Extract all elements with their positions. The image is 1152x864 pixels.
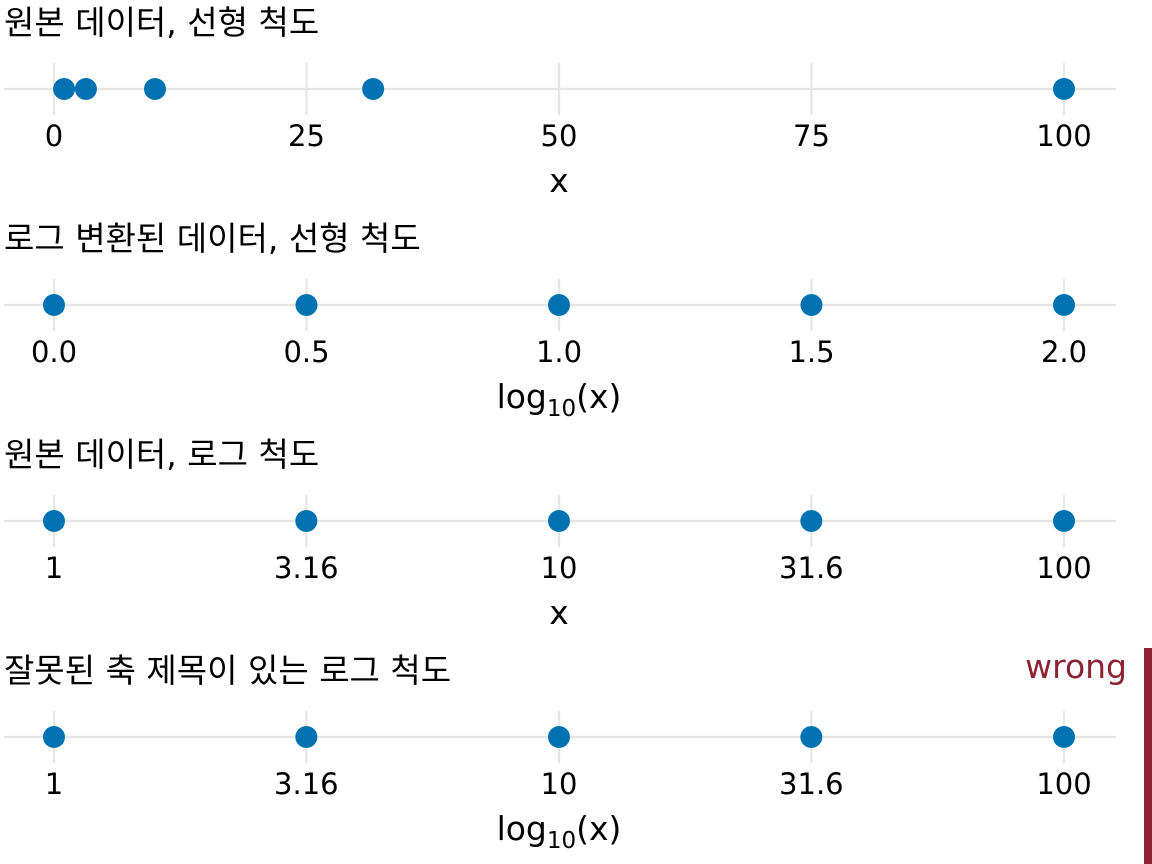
- panel-title: 로그 변환된 데이터, 선형 척도: [4, 219, 421, 258]
- tick-label: 1.0: [536, 335, 582, 369]
- data-point: [53, 78, 76, 100]
- panel-2: 로그 변환된 데이터, 선형 척도 0.0 0.5 1.0 1.5 2.0 log10(x): [4, 219, 1116, 422]
- tick-label: 25: [288, 119, 325, 153]
- axis-title: log10(x): [497, 809, 622, 854]
- tick-label: 31.6: [779, 551, 844, 585]
- tick-label: 0: [45, 119, 63, 153]
- panel-title: 잘못된 축 제목이 있는 로그 척도: [4, 651, 451, 690]
- data-point: [800, 294, 823, 316]
- tick-label: 10: [541, 551, 578, 585]
- tick-label: 1: [45, 551, 63, 585]
- tick-label: 1: [45, 767, 63, 801]
- wrong-bar: [1144, 648, 1152, 864]
- axis-title: x: [549, 593, 569, 632]
- panel-4: 잘못된 축 제목이 있는 로그 척도1 3.16 10 31.6 100log10(x)…: [4, 647, 1152, 864]
- tick-label: 3.16: [274, 767, 339, 801]
- tick-label: 100: [1036, 119, 1091, 153]
- tick-label: 100: [1036, 551, 1091, 585]
- tick-label: 10: [541, 767, 578, 801]
- data-point: [144, 78, 166, 100]
- data-point: [1053, 510, 1075, 532]
- axis-title-subscript: 10: [547, 828, 576, 854]
- data-point: [548, 510, 570, 532]
- axis-title: log10(x): [497, 377, 622, 422]
- panel-title: 원본 데이터, 선형 척도: [4, 3, 319, 42]
- tick-label: 50: [541, 119, 578, 153]
- axis-title-suffix: (x): [576, 809, 621, 848]
- tick-label: 1.5: [788, 335, 834, 369]
- data-point: [43, 726, 65, 748]
- tick-label: 3.16: [274, 551, 339, 585]
- axis-title-subscript: 10: [547, 396, 576, 422]
- data-point: [295, 294, 318, 316]
- data-point: [295, 510, 318, 532]
- data-point: [74, 78, 97, 100]
- data-point: [43, 294, 65, 316]
- data-point: [800, 726, 823, 748]
- tick-label: 75: [793, 119, 830, 153]
- data-point: [548, 294, 570, 316]
- data-point: [800, 510, 823, 532]
- wrong-label: wrong: [1025, 647, 1127, 686]
- tick-label: 100: [1036, 767, 1091, 801]
- data-point: [295, 726, 318, 748]
- axis-title-main: x: [549, 161, 569, 200]
- data-point: [1053, 78, 1075, 100]
- tick-label: 0.0: [31, 335, 77, 369]
- axis-title-main: x: [549, 593, 569, 632]
- panel-3: 원본 데이터, 로그 척도 1 3.16 10 31.6 100 x: [4, 435, 1116, 632]
- tick-label: 31.6: [779, 767, 844, 801]
- axis-title-main: log: [497, 377, 547, 416]
- data-point: [548, 726, 570, 748]
- axis-title: x: [549, 161, 569, 200]
- tick-label: 0.5: [283, 335, 329, 369]
- data-point: [362, 78, 385, 100]
- data-point: [1053, 726, 1075, 748]
- panel-1: 원본 데이터, 선형 척도 0 25 50 75 100 x: [4, 3, 1116, 200]
- panel-title: 원본 데이터, 로그 척도: [4, 435, 319, 474]
- data-point: [43, 510, 65, 532]
- data-point: [1053, 294, 1075, 316]
- axis-title-suffix: (x): [576, 377, 621, 416]
- axis-title-main: log: [497, 809, 547, 848]
- tick-label: 2.0: [1041, 335, 1087, 369]
